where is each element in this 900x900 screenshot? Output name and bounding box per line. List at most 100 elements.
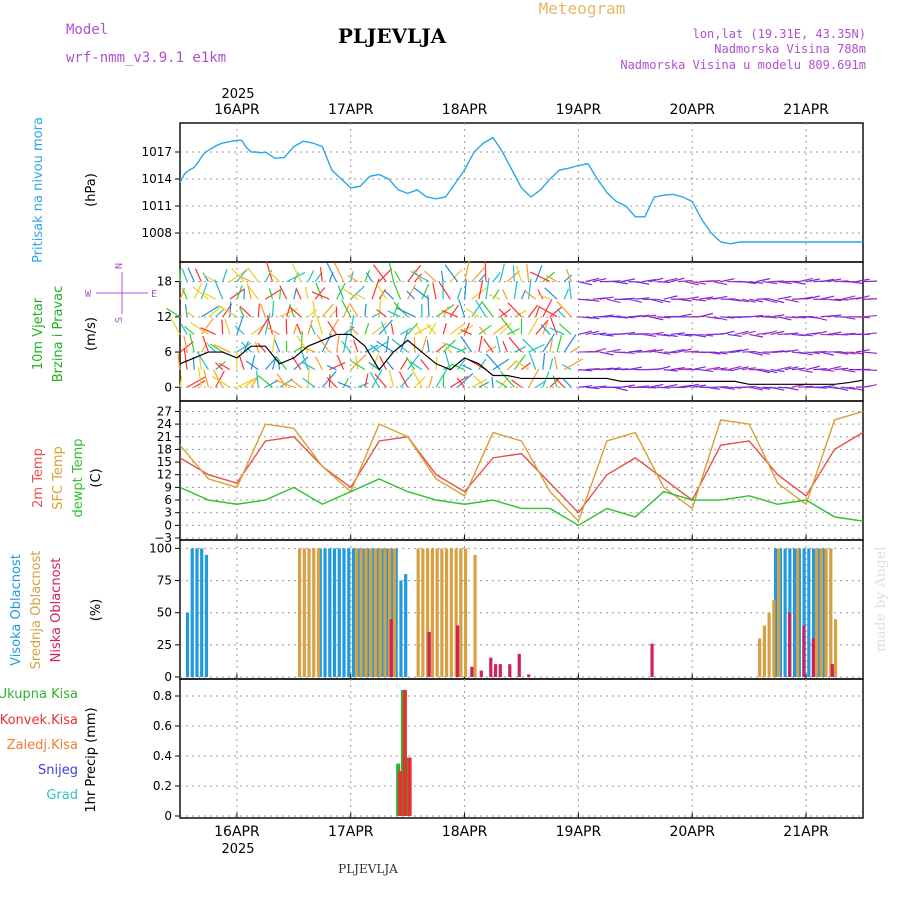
- wind-arrow: [495, 379, 508, 388]
- wind-arrow: [457, 347, 468, 353]
- wind-arrow: [862, 351, 877, 354]
- wind-arrow: [328, 318, 339, 335]
- temperature-ytick-label-0: −3: [154, 531, 172, 545]
- precip-ytick-label-3: 0.6: [153, 719, 172, 733]
- wind-arrow: [410, 270, 430, 283]
- wind-arrow: [492, 289, 500, 300]
- wind-arrow: [635, 332, 650, 336]
- wind-arrow: [293, 323, 298, 335]
- clouds-bar: [328, 548, 332, 677]
- wind-arrow: [215, 308, 225, 318]
- clouds-bar: [498, 664, 502, 677]
- wind-arrow: [471, 287, 488, 300]
- wind-arrow: [200, 317, 214, 335]
- wind-arrow: [341, 340, 352, 353]
- wind-arrow: [279, 285, 288, 300]
- wind-arrow: [524, 290, 537, 300]
- wind-arrow: [749, 281, 764, 284]
- wind-arrow: [350, 285, 365, 300]
- wind-arrow: [805, 365, 820, 371]
- wind-arrow: [741, 298, 756, 303]
- wind-arrow: [763, 281, 778, 285]
- wind-arrow: [442, 363, 454, 371]
- wind-arrow: [257, 342, 266, 353]
- wind-arrow: [784, 349, 799, 353]
- wind-arrow: [663, 277, 678, 283]
- wind-arrow: [236, 377, 256, 388]
- wind-arrow: [194, 268, 202, 282]
- legend-graupel: Grad: [46, 788, 78, 803]
- wind-arrow: [514, 345, 527, 353]
- wind-arrow: [677, 348, 692, 353]
- wind-arrow: [239, 305, 252, 318]
- wind-arrow: [411, 368, 423, 388]
- wind-arrow: [305, 286, 309, 300]
- wind-arrow: [478, 326, 487, 335]
- wind-arrow: [535, 305, 541, 318]
- wind-arrow: [410, 361, 423, 371]
- precip-bar: [398, 771, 403, 816]
- clouds-bar: [185, 612, 190, 677]
- wind-arrow: [316, 334, 330, 353]
- temperature-series-1: [179, 410, 864, 523]
- wind-arrow: [399, 331, 409, 353]
- wind-arrow: [862, 298, 878, 300]
- wind-arrow: [515, 265, 523, 282]
- wind-arrow: [834, 386, 849, 392]
- wind-arrow: [209, 343, 224, 353]
- wind-arrow: [456, 377, 466, 388]
- temperature-ytick-label-9: 24: [157, 417, 172, 431]
- wind-arrow: [491, 377, 494, 388]
- wind-arrow: [238, 354, 245, 370]
- wind-arrow: [535, 265, 543, 282]
- wind-arrow: [706, 279, 721, 283]
- wind-arrow: [578, 281, 593, 286]
- wind-arrow: [183, 335, 188, 353]
- wind-arrow: [442, 341, 451, 353]
- wind-arrow: [350, 271, 354, 282]
- wind-arrow: [692, 315, 707, 318]
- wind-arrow: [189, 333, 195, 353]
- wind-arrow: [512, 265, 515, 282]
- wind-arrow: [314, 272, 323, 282]
- wind-arrow: [379, 355, 387, 370]
- wind-arrow: [756, 369, 771, 374]
- wind-arrow: [483, 338, 494, 353]
- clouds-bar: [829, 548, 833, 677]
- wind-arrow: [250, 324, 266, 335]
- wind-arrow: [720, 369, 735, 371]
- footer-station: PLJEVLJA: [338, 862, 398, 876]
- wind-arrow: [478, 335, 483, 353]
- wind-arrow: [606, 348, 621, 353]
- cloud-labels: Visoka Oblacnost Srednja Oblacnost Niska…: [9, 551, 104, 670]
- clouds-bar: [821, 548, 825, 677]
- wind-arrow: [770, 369, 785, 373]
- wind-arrow: [549, 377, 561, 388]
- wind-arrow: [699, 369, 714, 373]
- wind-arrow: [350, 360, 366, 371]
- wind-arrow: [841, 316, 856, 320]
- wind-arrow: [530, 271, 551, 283]
- wind-arrow: [540, 324, 551, 335]
- wind-arrow: [343, 333, 349, 353]
- wind-arrow: [642, 333, 657, 337]
- clouds-bar: [307, 548, 311, 677]
- legend-total: Ukupna Kisa: [0, 687, 78, 702]
- wind-arrow: [449, 323, 465, 335]
- wind-arrow: [699, 312, 714, 318]
- wind-arrow: [813, 386, 828, 389]
- wind-arrow: [827, 298, 842, 302]
- wind-arrow: [656, 365, 671, 371]
- wind-arrow: [528, 304, 539, 318]
- wind-arrow: [720, 330, 735, 336]
- pressure-frame: [179, 122, 864, 263]
- wind-arrow: [435, 343, 447, 353]
- wind-arrow: [354, 292, 366, 300]
- wind-arrow: [340, 299, 352, 318]
- clouds-ytick-label-4: 100: [149, 541, 172, 555]
- wind-ylabel2: Brzina i Pravac: [51, 286, 66, 383]
- clouds-bar: [297, 548, 302, 677]
- clouds-bar: [388, 548, 392, 677]
- wind-arrow: [492, 272, 501, 282]
- wind-arrow: [855, 316, 870, 319]
